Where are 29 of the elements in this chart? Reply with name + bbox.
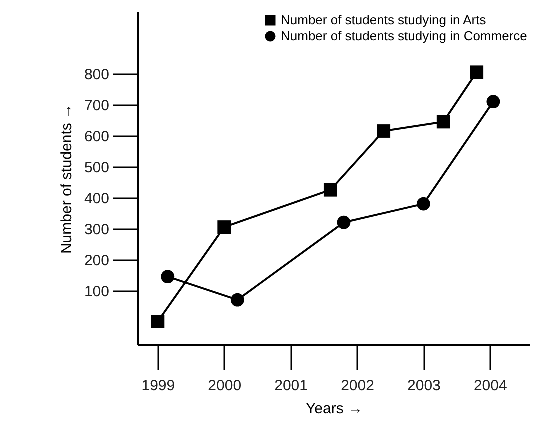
point	[377, 124, 391, 138]
y-tick-label: 300	[84, 221, 110, 238]
x-tick-label: 2004	[474, 378, 508, 394]
point	[436, 115, 450, 129]
legend-label: Number of students studying in Commerce	[281, 28, 528, 44]
y-tick-label: 500	[84, 159, 110, 176]
x-tick-label: 2003	[408, 378, 441, 394]
x-axis-title: Years →	[306, 400, 363, 418]
legend-label: Number of students studying in Arts	[281, 12, 487, 28]
point	[324, 183, 338, 197]
y-tick-label: 600	[84, 128, 110, 146]
y-tick-label: 800	[84, 66, 110, 84]
point	[151, 315, 165, 328]
x-tick-label: 2001	[274, 378, 308, 394]
point	[337, 216, 351, 230]
y-axis-title: Number of students →	[58, 104, 76, 254]
point	[416, 197, 430, 211]
x-tick-label: 2002	[341, 378, 374, 394]
x-tick-label: 1999	[142, 378, 176, 394]
y-tick-label: 700	[84, 97, 110, 114]
x-tick-label: 2000	[208, 378, 242, 394]
y-tick-label: 100	[84, 283, 110, 300]
point	[486, 95, 500, 109]
y-tick-label: 200	[84, 252, 110, 270]
point	[218, 220, 232, 234]
point	[161, 270, 175, 284]
point	[470, 66, 484, 80]
y-tick-label: 400	[84, 190, 110, 208]
point	[230, 293, 244, 307]
